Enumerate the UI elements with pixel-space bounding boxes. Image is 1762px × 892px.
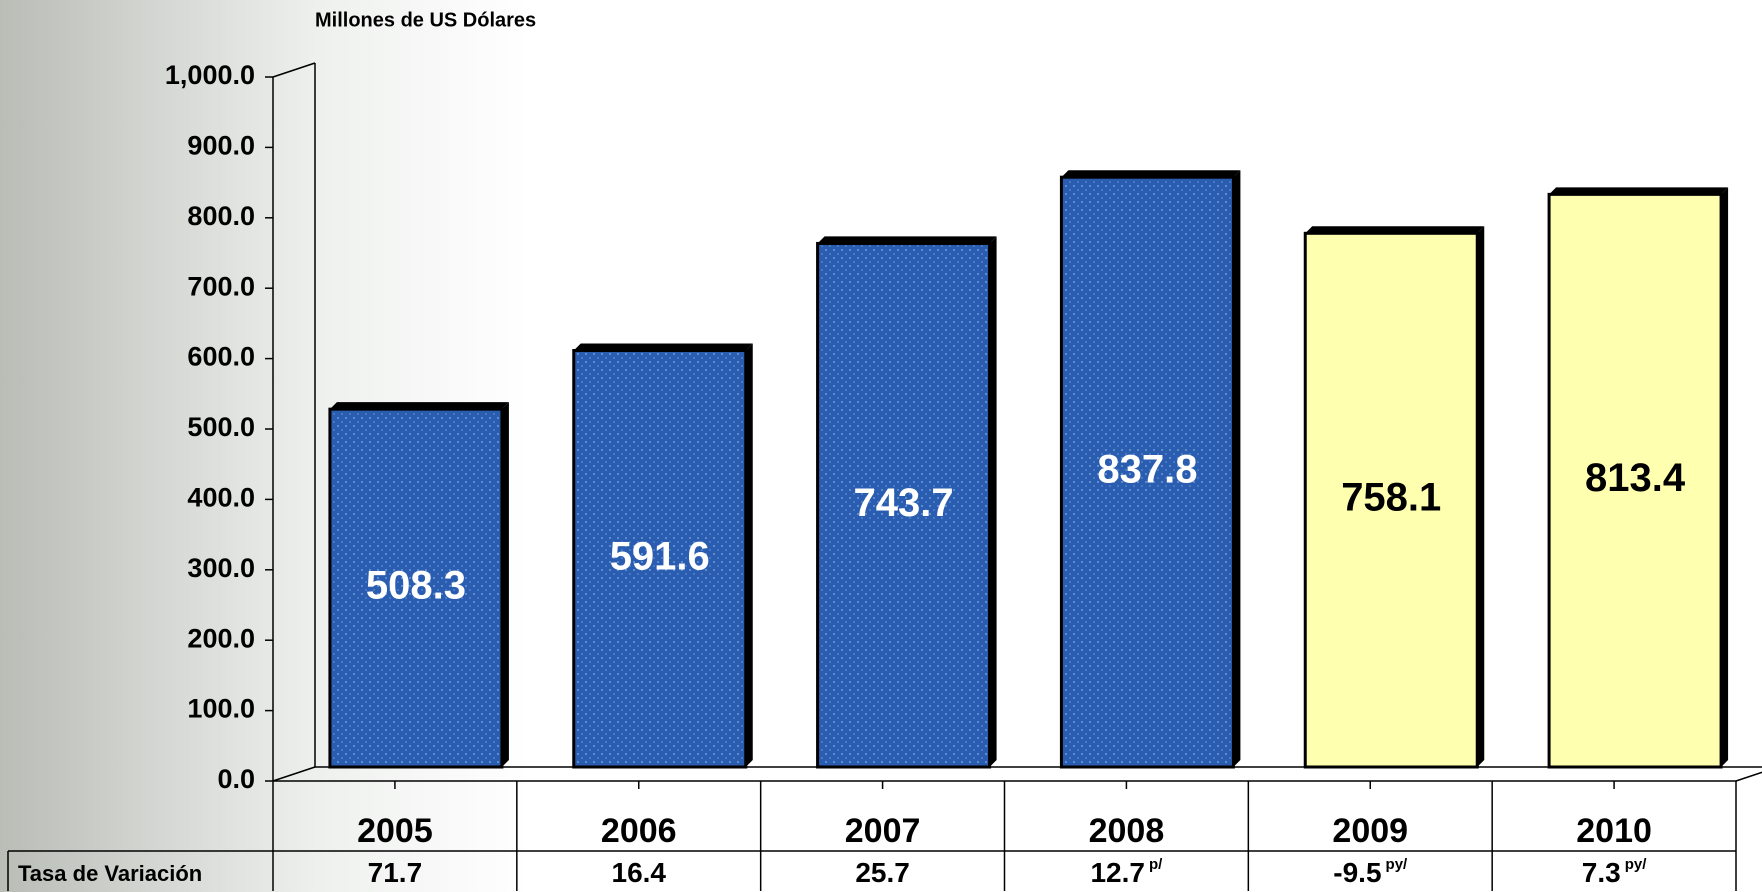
bar-side bbox=[1721, 187, 1729, 767]
bar-top bbox=[1549, 187, 1729, 195]
y-tick-label: 900.0 bbox=[187, 131, 255, 161]
y-tick-label: 0.0 bbox=[217, 764, 255, 794]
bar-texture bbox=[331, 411, 500, 765]
rate: 16.4 bbox=[612, 857, 667, 888]
y-tick-label: 1,000.0 bbox=[165, 60, 255, 90]
rate: 25.7 bbox=[855, 857, 910, 888]
y-tick-label: 200.0 bbox=[187, 623, 255, 653]
bar-top bbox=[1305, 226, 1485, 234]
y-tick-label: 400.0 bbox=[187, 483, 255, 513]
bar-top bbox=[1061, 170, 1241, 178]
rate: -9.5 py/ bbox=[1333, 856, 1408, 888]
bar-top bbox=[817, 236, 997, 244]
y-tick-label: 300.0 bbox=[187, 553, 255, 583]
y-axis-top bbox=[272, 62, 316, 78]
value-label: 508.3 bbox=[366, 564, 466, 608]
row-label: Tasa de Variación bbox=[18, 861, 202, 886]
bar-top bbox=[329, 402, 509, 410]
value-label: 813.4 bbox=[1585, 456, 1686, 500]
value-label: 591.6 bbox=[610, 534, 710, 578]
y-tick-label: 100.0 bbox=[187, 694, 255, 724]
floor bbox=[272, 766, 1762, 782]
rate-note: p/ bbox=[1149, 856, 1163, 873]
bar-side bbox=[989, 236, 997, 768]
x-tick-label: 2006 bbox=[601, 812, 677, 850]
rate-value: 12.7 bbox=[1090, 857, 1145, 888]
rate-value: 25.7 bbox=[855, 857, 910, 888]
rate: 71.7 bbox=[368, 857, 423, 888]
rate: 12.7 p/ bbox=[1090, 856, 1163, 888]
x-tick-label: 2009 bbox=[1332, 812, 1408, 850]
x-tick-label: 2008 bbox=[1089, 812, 1165, 850]
bar-side bbox=[501, 402, 509, 767]
rate-note: py/ bbox=[1386, 856, 1409, 873]
y-tick-label: 800.0 bbox=[187, 201, 255, 231]
value-label: 837.8 bbox=[1097, 448, 1197, 492]
bar bbox=[1303, 231, 1479, 769]
bar-texture bbox=[819, 245, 988, 766]
y-tick-label: 700.0 bbox=[187, 271, 255, 301]
y-tick-label: 600.0 bbox=[187, 342, 255, 372]
bar-side bbox=[1233, 170, 1241, 768]
x-tick-label: 2010 bbox=[1576, 812, 1652, 850]
x-tick-label: 2005 bbox=[357, 812, 433, 850]
bar-texture bbox=[1063, 179, 1232, 766]
axis-title: Millones de US Dólares bbox=[315, 9, 536, 31]
bar-texture bbox=[575, 352, 744, 765]
bar-side bbox=[745, 343, 753, 767]
bar bbox=[1547, 192, 1723, 769]
rate-value: 71.7 bbox=[368, 857, 423, 888]
rate-value: -9.5 bbox=[1333, 857, 1381, 888]
value-label: 758.1 bbox=[1341, 476, 1441, 520]
rate-value: 7.3 bbox=[1582, 857, 1621, 888]
x-tick-label: 2007 bbox=[845, 812, 921, 850]
bar-top bbox=[573, 343, 753, 351]
value-label: 743.7 bbox=[854, 481, 954, 525]
rate-value: 16.4 bbox=[612, 857, 667, 888]
y-tick-label: 500.0 bbox=[187, 412, 255, 442]
bar-side bbox=[1477, 226, 1485, 767]
rate-note: py/ bbox=[1625, 856, 1648, 873]
rate: 7.3 py/ bbox=[1582, 856, 1647, 888]
